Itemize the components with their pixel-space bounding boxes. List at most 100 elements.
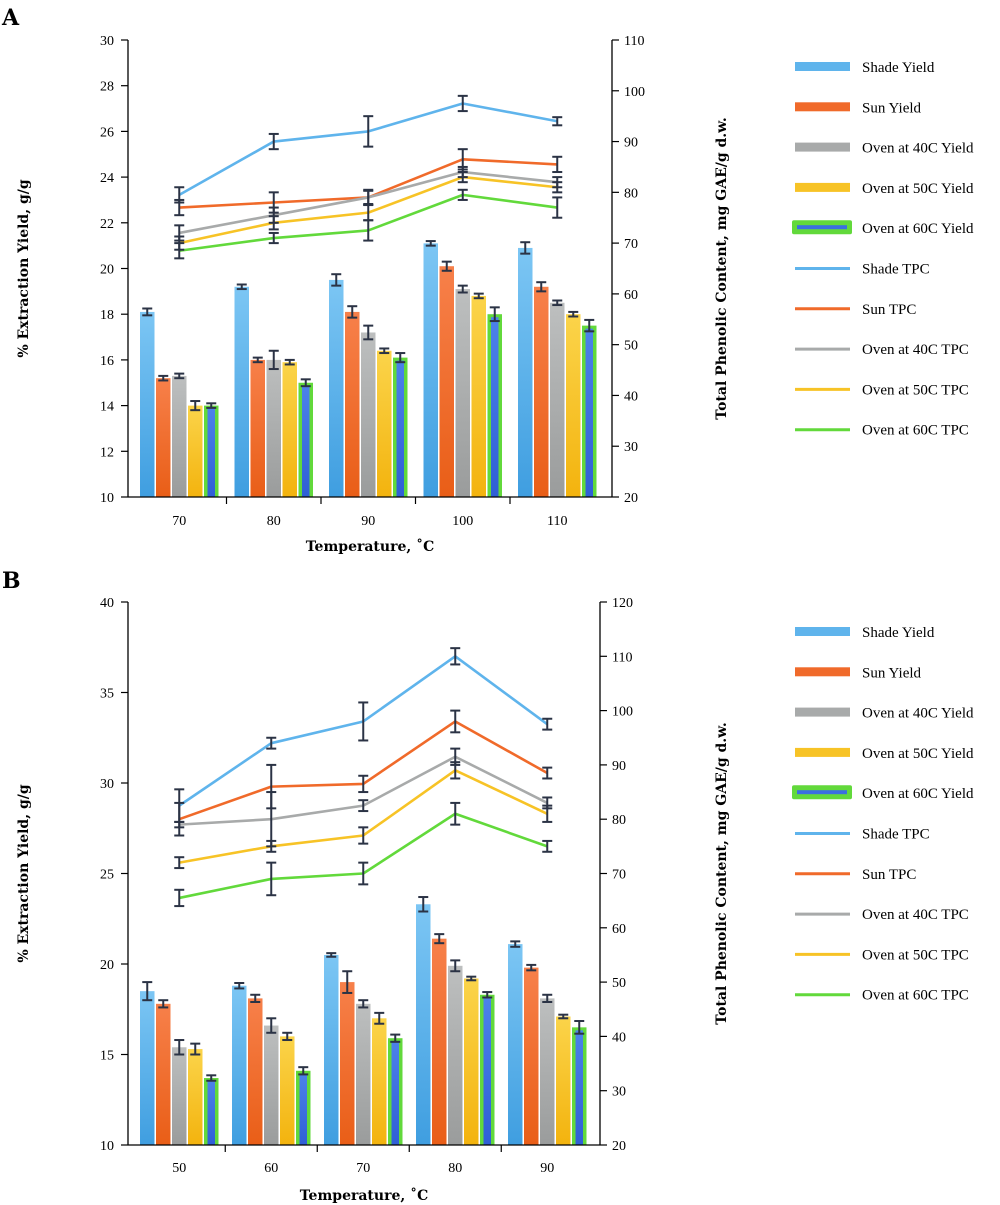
bar-shade — [423, 243, 438, 497]
line-error-bar — [457, 188, 468, 201]
y2-tick-label: 100 — [612, 705, 633, 720]
y2-tick-label: 40 — [624, 389, 638, 404]
bar-error-bar — [568, 310, 579, 318]
y2-tick-label: 60 — [624, 288, 638, 303]
bar-sun — [345, 311, 360, 497]
line-error-bar — [268, 215, 279, 231]
line-error-bar — [457, 171, 468, 184]
line-error-bar — [266, 839, 277, 853]
bar-oven40 — [356, 1003, 371, 1145]
bar-shade — [416, 904, 431, 1145]
line-error-bar — [358, 701, 369, 742]
bar-oven50 — [280, 1036, 295, 1145]
legend-label: Oven at 50C Yield — [862, 746, 974, 762]
bar-error-bar — [142, 307, 153, 317]
y-tick-label: 30 — [100, 777, 114, 792]
bar-error-bar — [158, 374, 169, 382]
legend-item: Oven at 60C Yield — [792, 220, 974, 237]
x-tick-label: 70 — [172, 514, 186, 529]
x-tick-label: 90 — [361, 514, 375, 529]
line-error-bar — [174, 242, 185, 260]
y-tick-label: 18 — [100, 308, 114, 323]
bar-error-bar — [418, 896, 429, 913]
y-tick-label: 22 — [100, 217, 114, 232]
legend-item: Oven at 60C TPC — [795, 988, 969, 1004]
y-tick-label: 16 — [100, 354, 114, 369]
bar-error-bar — [363, 324, 374, 341]
bar-sun — [156, 1003, 171, 1145]
legend-label: Oven at 40C Yield — [862, 141, 974, 157]
bar-error-bar — [206, 1074, 217, 1082]
bar-error-bar — [526, 963, 537, 972]
legend-item: Oven at 40C Yield — [795, 141, 974, 157]
bar-oven60 — [575, 1030, 583, 1145]
y2-tick-label: 90 — [624, 136, 638, 151]
line-error-bar — [552, 155, 563, 174]
legend-label: Sun TPC — [862, 867, 916, 883]
bar-error-bar — [252, 356, 263, 364]
y2-tick-label: 50 — [624, 339, 638, 354]
panel-letter-b: B — [2, 568, 21, 594]
legend-label: Oven at 50C TPC — [862, 382, 969, 398]
line-error-bar — [358, 861, 369, 886]
bar-error-bar — [473, 292, 484, 300]
line-error-bar — [363, 219, 374, 242]
bar-oven50 — [372, 1018, 387, 1145]
y2-tick-label: 110 — [624, 34, 644, 49]
bar-sun — [439, 266, 454, 497]
x-tick-label: 110 — [547, 514, 567, 529]
bar-shade — [232, 985, 247, 1145]
bar-oven60 — [207, 1081, 215, 1145]
y2-tick-label: 30 — [624, 440, 638, 455]
bar-error-bar — [298, 1066, 309, 1076]
y2-tick-label: 110 — [612, 650, 632, 665]
y-tick-label: 24 — [100, 171, 114, 186]
bar-error-bar — [425, 240, 436, 247]
y2-tick-label: 100 — [624, 85, 645, 100]
x-tick-label: 50 — [172, 1161, 186, 1176]
line-error-bar — [363, 115, 374, 148]
bar-error-bar — [326, 952, 337, 958]
bar-shade — [508, 944, 523, 1145]
bar-oven40 — [172, 1047, 187, 1145]
y-tick-label: 26 — [100, 125, 114, 140]
legend-label: Oven at 60C Yield — [862, 786, 974, 802]
legend-label: Oven at 60C Yield — [862, 221, 974, 237]
bar-oven50 — [188, 1049, 203, 1145]
bar-sun — [340, 982, 355, 1145]
bar-oven60 — [207, 408, 215, 497]
y2-axis-title: Total Phenolic Content, mg GAE/g d.w. — [714, 117, 730, 419]
x-tick-label: 90 — [540, 1161, 554, 1176]
legend-label: Sun TPC — [862, 302, 916, 318]
bar-error-bar — [520, 241, 531, 255]
bar-shade — [324, 954, 339, 1145]
legend-item: Shade Yield — [795, 625, 935, 641]
bar-error-bar — [284, 358, 295, 366]
bar-error-bar — [268, 349, 279, 371]
legend-layer: Shade Yield Sun Yield Oven at 40C Yield Ove… — [792, 60, 974, 1004]
line-error-bar — [268, 231, 279, 245]
legend-item: Oven at 40C TPC — [795, 907, 969, 923]
y-tick-label: 10 — [100, 491, 114, 506]
y2-tick-label: 120 — [612, 596, 633, 611]
line-error-bar — [174, 856, 185, 870]
text-layer: A 10 12 14 16 18 20 22 24 26 28 30 20 30 40 50 60 70 80 90 1… — [1, 5, 730, 1204]
bar-sun — [156, 378, 171, 497]
line-error-bar — [358, 774, 369, 794]
bar-error-bar — [574, 1020, 585, 1035]
line-error-bar — [457, 94, 468, 113]
legend-label: Oven at 40C TPC — [862, 342, 969, 358]
bar-error-bar — [206, 402, 217, 409]
legend-label: Oven at 60C TPC — [862, 423, 969, 439]
y2-tick-label: 80 — [612, 813, 626, 828]
line-error-bar — [552, 196, 563, 219]
bar-error-bar — [379, 347, 390, 355]
bar-oven40 — [448, 965, 463, 1145]
y2-axis-title: Total Phenolic Content, mg GAE/g d.w. — [714, 722, 730, 1024]
bar-shade — [140, 991, 155, 1145]
y2-tick-label: 70 — [624, 237, 638, 252]
bar-error-bar — [190, 1042, 201, 1056]
bar-error-bar — [358, 999, 369, 1009]
bar-error-bar — [374, 1011, 385, 1025]
